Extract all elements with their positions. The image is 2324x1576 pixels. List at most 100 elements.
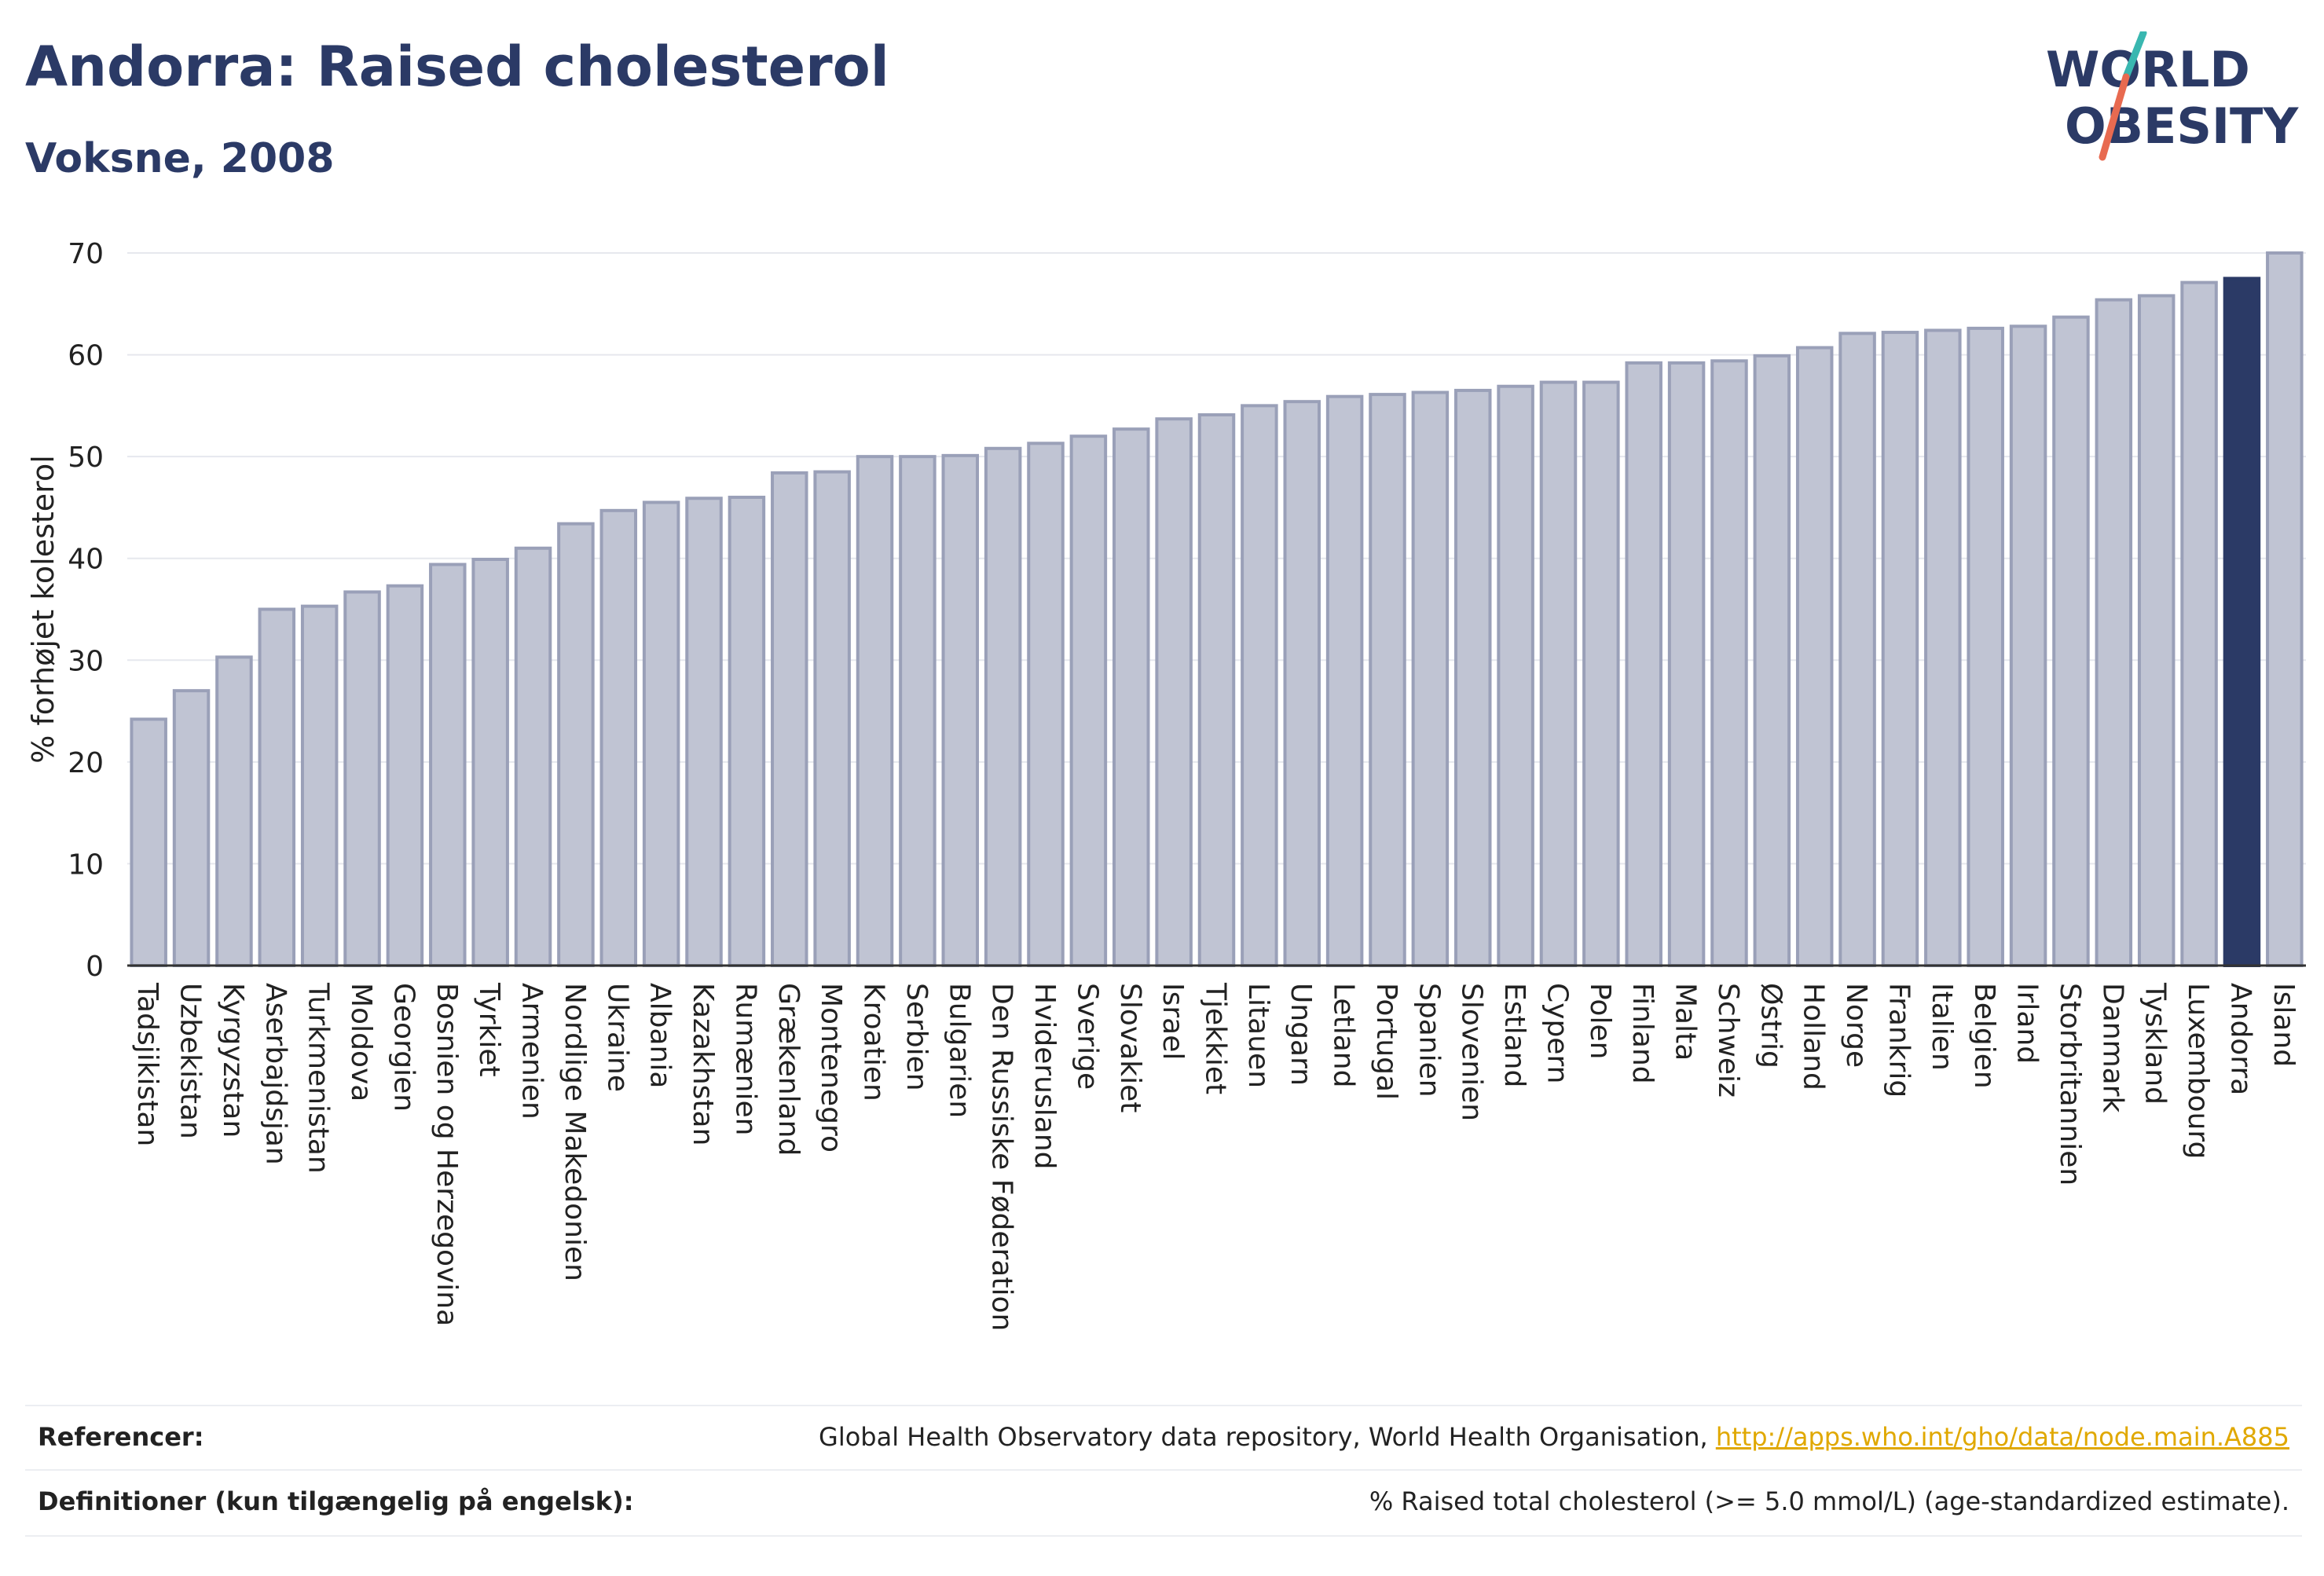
x-category-label: Tyskland [2139,982,2172,1105]
x-category-label: Estland [1498,983,1530,1087]
x-category-label: Irland [2011,983,2044,1064]
bar [984,446,1022,967]
bar [813,470,851,967]
bar [1453,388,1492,967]
x-category-label: Moldova [345,983,377,1101]
x-category-label: Serbien [900,983,933,1091]
footer-definitions-row: Definitioner (kun tilgængelig på engelsk… [25,1469,2302,1537]
bar [514,546,552,967]
bar [2137,294,2176,968]
bar [471,558,509,967]
logo-slash-bottom [2099,73,2130,161]
bar [2266,251,2304,967]
bar [856,455,894,967]
bar [1283,400,1321,968]
x-category-label: Cypern [1541,983,1573,1083]
x-category-label: Slovenien [1456,983,1488,1121]
bar [685,497,723,967]
bar [1497,384,1534,967]
world-obesity-logo: WORLD OBESITY [2046,31,2299,161]
bar [599,508,638,967]
bar [771,471,808,967]
bar [899,455,937,967]
bar [1795,346,1834,968]
x-category-label: Ukraine [601,983,633,1092]
bar [215,655,253,967]
definitions-label: Definitioner (kun tilgængelig på engelsk… [38,1486,634,1516]
bar [2095,298,2133,967]
references-link[interactable]: http://apps.who.int/gho/data/node.main.A… [1715,1422,2289,1452]
bar [300,604,339,967]
definitions-value: % Raised total cholesterol (>= 5.0 mmol/… [1369,1486,2289,1516]
x-category-label: Kazakhstan [687,983,719,1145]
bar-highlight [2223,277,2261,967]
x-category-label: Nordlige Makedonien [559,983,591,1281]
bar [941,453,980,967]
x-category-label: Island [2267,983,2300,1067]
x-category-label: Sverige [1071,983,1103,1090]
x-category-label: Turkmenistan [302,982,335,1174]
footer-references-row: Referencer: Global Health Observatory da… [25,1405,2302,1471]
y-tick-label: 70 [68,238,104,270]
x-category-label: Ungarn [1285,983,1317,1086]
x-category-label: Schweiz [1712,983,1744,1098]
x-category-label: Aserbajdsjan [259,983,291,1165]
x-category-label: Belgien [1968,983,2000,1089]
bar [728,495,766,967]
x-category-label: Østrig [1754,983,1787,1068]
y-tick-label: 20 [68,747,104,779]
x-category-label: Spanien [1413,983,1445,1098]
bar [1155,417,1193,967]
logo-slash-top [2122,31,2147,81]
x-category-label: Slovakiet [1114,983,1146,1112]
bar [1241,404,1278,967]
bar-chart: 0 10 20 30 40 50 60 70 % forhøjet kolesterol Tads… [26,238,2306,1331]
bar [429,563,467,967]
x-category-label: Montenegro [815,983,847,1153]
y-tick-label: 50 [68,442,104,474]
x-category-label: Grækenland [772,983,805,1156]
x-category-label: Kroatien [858,983,890,1101]
bar [2052,315,2090,967]
bar [1924,328,1962,967]
bar [1838,332,1876,967]
bar [1027,442,1065,967]
x-category-label: Bosnien og Herzegovina [431,983,463,1326]
x-category-label: Portugal [1370,983,1402,1100]
references-text: Global Health Observatory data repositor… [819,1422,1716,1452]
y-tick-label: 30 [68,645,104,677]
x-category-label: Kyrgyzstan [217,983,249,1138]
bar [1197,413,1236,967]
x-category-label: Tyrkiet [473,982,505,1077]
bar [1539,380,1578,967]
y-tick-label: 60 [68,340,104,372]
x-category-label: Albania [644,983,676,1088]
bar [386,584,424,967]
x-category-label: Armenien [516,983,548,1120]
x-category-label: Andorra [2224,983,2256,1095]
x-category-label: Tjekkiet [1200,982,1232,1094]
bar [1069,434,1108,967]
bar [1625,361,1662,967]
bar [557,522,595,967]
x-category-label: Storbritannien [2054,983,2086,1186]
x-category-label: Litauen [1242,983,1274,1088]
references-label: Referencer: [38,1422,204,1452]
x-category-label: Norge [1840,983,1872,1068]
x-category-label: Luxembourg [2182,983,2214,1159]
x-category-label: Italien [1926,983,1958,1071]
x-category-label: Israel [1157,983,1189,1060]
bar [1582,380,1620,967]
x-category-label: Uzbekistan [174,983,207,1139]
bar [1667,361,1706,967]
page-title: Andorra: Raised cholesterol [25,35,889,99]
x-category-label: Den Russiske Føderation [986,983,1018,1331]
bar [343,590,381,967]
bar [1753,354,1791,968]
bar [1325,394,1364,967]
bar [172,689,211,968]
bar [1411,390,1450,967]
logo-line1: WORLD [2046,41,2250,98]
page-subtitle: Voksne, 2008 [25,135,335,182]
x-category-label: Danmark [2096,983,2128,1113]
